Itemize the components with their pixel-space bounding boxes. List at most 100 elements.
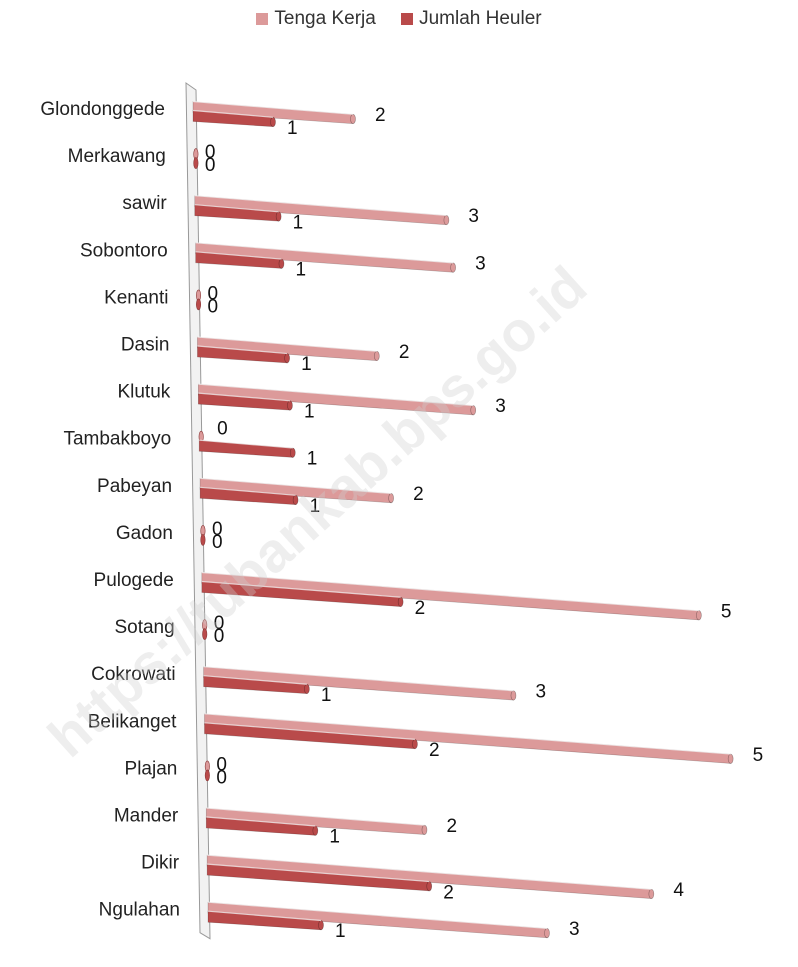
value-label-tenga-kerja-gadon: 0 xyxy=(212,519,223,540)
value-label-tenga-kerja-tambakboyo: 0 xyxy=(217,419,228,440)
legend-item-tenga-kerja: Tenga Kerja xyxy=(256,8,376,30)
category-label-tambakboyo: Tambakboyo xyxy=(63,429,171,450)
bar-jumlah-heuler-pabeyan-highlight xyxy=(200,486,296,496)
bar-jumlah-heuler-tambakboyo xyxy=(198,439,294,458)
bar-jumlah-heuler-ngulahan-highlight xyxy=(207,910,322,922)
category-label-gadon: Gadon xyxy=(116,523,173,544)
value-label-tenga-kerja-ngulahan: 3 xyxy=(569,919,580,940)
value-label-tenga-kerja-glondonggede: 2 xyxy=(375,105,386,126)
value-label-jumlah-heuler-klutuk: 1 xyxy=(304,401,315,422)
bar-tenga-kerja-cokrowati-cap xyxy=(510,690,517,701)
bar-tenga-kerja-sobontoro-highlight xyxy=(195,242,454,264)
bar-jumlah-heuler-gadon xyxy=(200,534,206,546)
bar-jumlah-heuler-belikanget-highlight xyxy=(204,722,415,741)
bar-jumlah-heuler-mander-highlight xyxy=(206,816,316,827)
value-label-jumlah-heuler-tambakboyo: 1 xyxy=(307,449,318,470)
bar-jumlah-heuler-tambakboyo-highlight xyxy=(199,439,293,449)
bar-jumlah-heuler-dasin-highlight xyxy=(197,345,288,355)
bar-tenga-kerja-mander-cap xyxy=(421,824,428,835)
category-label-klutuk: Klutuk xyxy=(117,382,170,403)
bar-tenga-kerja-belikanget-highlight xyxy=(204,713,731,755)
category-label-cokrowati: Cokrowati xyxy=(91,664,175,685)
value-label-jumlah-heuler-sawir: 1 xyxy=(293,212,304,233)
value-label-tenga-kerja-pabeyan: 2 xyxy=(413,484,424,505)
value-label-jumlah-heuler-plajan: 0 xyxy=(216,767,227,788)
value-label-tenga-kerja-sobontoro: 3 xyxy=(475,254,486,275)
category-label-pabeyan: Pabeyan xyxy=(97,476,172,497)
value-label-tenga-kerja-mander: 2 xyxy=(446,816,457,837)
category-label-plajan: Plajan xyxy=(125,758,178,779)
bar-jumlah-heuler-tambakboyo-cap xyxy=(289,447,296,458)
legend-item-jumlah-heuler: Jumlah Heuler xyxy=(401,8,542,30)
value-label-tenga-kerja-pulogede: 5 xyxy=(721,601,732,622)
value-label-tenga-kerja-belikanget: 5 xyxy=(753,745,764,766)
value-label-tenga-kerja-sotang: 0 xyxy=(214,613,225,634)
category-label-ngulahan: Ngulahan xyxy=(99,900,180,921)
value-label-jumlah-heuler-ngulahan: 1 xyxy=(335,921,346,942)
legend-label-jumlah-heuler: Jumlah Heuler xyxy=(419,8,542,29)
bar-tenga-kerja-dasin-cap xyxy=(374,350,380,361)
category-label-mander: Mander xyxy=(114,806,179,827)
category-label-dasin: Dasin xyxy=(121,335,170,356)
value-label-jumlah-heuler-kenanti: 0 xyxy=(208,296,219,317)
bar-jumlah-heuler-pulogede-highlight xyxy=(201,580,401,598)
bar-tenga-kerja-glondonggede-cap xyxy=(350,114,356,124)
value-label-tenga-kerja-kenanti: 0 xyxy=(208,283,219,304)
bar-jumlah-heuler-cokrowati-highlight xyxy=(203,675,307,685)
bar-tenga-kerja-mander-highlight xyxy=(206,807,425,826)
bar-jumlah-heuler-klutuk-highlight xyxy=(198,392,290,402)
bar-jumlah-heuler-cokrowati-cap xyxy=(304,683,310,694)
axis-wall xyxy=(185,82,211,940)
bar-tenga-kerja-glondonggede-highlight xyxy=(192,100,354,115)
category-label-belikanget: Belikanget xyxy=(88,711,177,732)
bar-jumlah-heuler-belikanget-cap xyxy=(412,739,418,750)
legend-swatch-jumlah-heuler xyxy=(401,13,414,25)
bar-tenga-kerja-pabeyan-highlight xyxy=(200,477,392,495)
bar-jumlah-heuler-pulogede-cap xyxy=(397,596,404,607)
bar-tenga-kerja-dasin-highlight xyxy=(197,336,377,352)
category-label-dikir: Dikir xyxy=(141,853,180,874)
bar-jumlah-heuler-dikir-cap xyxy=(426,881,433,892)
bar-jumlah-heuler-glondonggede-highlight xyxy=(192,109,274,118)
bar-tenga-kerja-belikanget-cap xyxy=(727,753,734,764)
bar-jumlah-heuler-ngulahan-cap xyxy=(318,920,324,931)
category-label-merkawang: Merkawang xyxy=(68,146,166,167)
value-label-jumlah-heuler-mander: 1 xyxy=(329,827,340,848)
bar-jumlah-heuler-sobontoro-cap xyxy=(278,258,285,269)
bar-tenga-kerja-sobontoro-cap xyxy=(450,262,456,273)
value-label-tenga-kerja-plajan: 0 xyxy=(216,754,227,775)
bar-jumlah-heuler-sawir-highlight xyxy=(194,204,279,213)
value-label-tenga-kerja-dasin: 2 xyxy=(399,342,410,363)
legend-swatch-tenga-kerja xyxy=(256,13,269,25)
bar-jumlah-heuler-kenanti xyxy=(196,298,202,311)
value-label-jumlah-heuler-sobontoro: 1 xyxy=(295,260,306,281)
bar-tenga-kerja-dikir-highlight xyxy=(207,854,652,890)
value-label-jumlah-heuler-gadon: 0 xyxy=(212,532,223,553)
bar-tenga-kerja-sawir-highlight xyxy=(194,195,447,216)
value-label-jumlah-heuler-cokrowati: 1 xyxy=(321,685,332,706)
category-label-pulogede: Pulogede xyxy=(94,570,174,591)
value-label-jumlah-heuler-glondonggede: 1 xyxy=(287,118,298,139)
value-label-jumlah-heuler-pulogede: 2 xyxy=(415,598,426,619)
bar-tenga-kerja-klutuk-highlight xyxy=(198,383,474,407)
bar-tenga-kerja-dikir-cap xyxy=(648,888,655,899)
bar-jumlah-heuler-glondonggede-cap xyxy=(270,117,276,127)
category-label-glondonggede: Glondonggede xyxy=(40,99,165,120)
value-label-jumlah-heuler-sotang: 0 xyxy=(214,626,225,647)
value-label-tenga-kerja-merkawang: 0 xyxy=(205,142,216,163)
category-label-sobontoro: Sobontoro xyxy=(80,240,168,261)
value-label-jumlah-heuler-belikanget: 2 xyxy=(429,740,440,761)
bar-jumlah-heuler-sobontoro-highlight xyxy=(195,251,282,260)
bar-jumlah-heuler-klutuk-cap xyxy=(287,400,293,411)
bar-jumlah-heuler-sawir-cap xyxy=(275,211,282,222)
bar-jumlah-heuler-dikir-highlight xyxy=(207,863,430,883)
bar-tenga-kerja-pulogede-cap xyxy=(696,610,702,621)
bar-tenga-kerja-pulogede-highlight xyxy=(201,571,699,612)
bar-jumlah-heuler-plajan xyxy=(204,769,210,782)
bar-jumlah-heuler-mander-cap xyxy=(312,825,319,836)
value-label-tenga-kerja-cokrowati: 3 xyxy=(535,681,546,702)
value-label-jumlah-heuler-dikir: 2 xyxy=(443,882,454,903)
category-label-sotang: Sotang xyxy=(114,617,174,638)
value-label-jumlah-heuler-pabeyan: 1 xyxy=(310,496,321,517)
